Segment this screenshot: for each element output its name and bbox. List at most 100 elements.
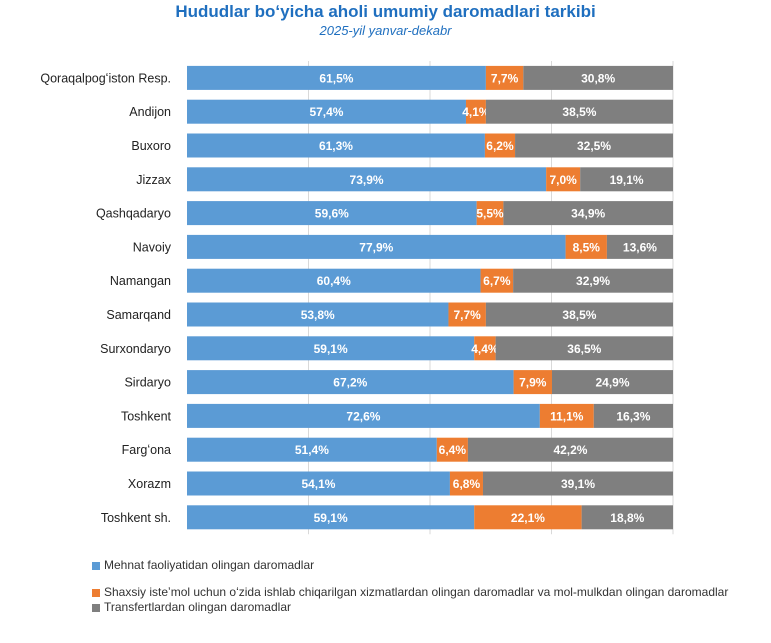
chart-subtitle: 2025-yil yanvar-dekabr (319, 23, 452, 38)
legend-item: Shaxsiy isteʼmol uchun oʻzida ishlab chi… (92, 585, 752, 600)
data-label: 77,9% (359, 240, 393, 254)
data-label: 16,3% (616, 409, 650, 423)
bar-segment (187, 167, 547, 192)
legend: Mehnat faoliyatidan olingan daromadlar Sh… (92, 558, 752, 615)
bar-segment (187, 471, 450, 496)
data-label: 7,9% (519, 376, 547, 390)
bar-segment (606, 234, 673, 259)
data-label: 13,6% (623, 240, 657, 254)
data-label: 59,1% (314, 342, 348, 356)
category-label: Navoiy (133, 240, 172, 254)
bar-segment (187, 234, 566, 259)
bar-segment (539, 403, 594, 428)
data-label: 59,1% (314, 511, 348, 525)
data-label: 7,7% (491, 71, 519, 85)
category-label: Buxoro (131, 139, 171, 153)
data-label: 6,2% (486, 139, 514, 153)
data-label: 7,0% (549, 173, 577, 187)
category-label: Toshkent sh. (101, 511, 171, 525)
category-label: Sirdaryo (124, 376, 171, 390)
category-label: Qashqadaryo (96, 207, 171, 221)
data-label: 11,1% (550, 409, 584, 423)
category-label: Fargʻona (122, 443, 171, 457)
bar-segment (515, 133, 673, 158)
data-label: 6,4% (439, 443, 467, 457)
bar-segment (187, 65, 486, 90)
bar-segment (187, 302, 449, 327)
category-label: Jizzax (136, 173, 171, 187)
legend-swatch (92, 604, 100, 612)
data-label: 5,5% (476, 207, 504, 221)
data-label: 24,9% (595, 376, 629, 390)
category-label: Andijon (129, 105, 171, 119)
bar-segment (187, 370, 514, 395)
bar-segment (449, 471, 483, 496)
data-label: 22,1% (511, 511, 545, 525)
bar-segment (485, 65, 524, 90)
bar-segment (580, 167, 673, 192)
data-label: 60,4% (317, 274, 351, 288)
bar-segment (565, 234, 607, 259)
bar-segment (187, 268, 481, 293)
legend-swatch (92, 589, 100, 597)
data-label: 34,9% (571, 207, 605, 221)
bar-segment (187, 201, 477, 226)
bar-segment (484, 133, 516, 158)
bar-segment (546, 167, 581, 192)
bar-segment (495, 336, 673, 361)
legend-item: Mehnat faoliyatidan olingan daromadlar (92, 558, 752, 573)
bar-segment (551, 370, 673, 395)
bar-segment (467, 437, 673, 462)
bar-segment (485, 99, 673, 124)
data-label: 18,8% (610, 511, 644, 525)
data-label: 19,1% (610, 173, 644, 187)
category-label: Namangan (110, 274, 171, 288)
bar-segment (187, 437, 437, 462)
bar-segment (581, 505, 673, 530)
data-label: 73,9% (350, 173, 384, 187)
category-label: Samarqand (106, 308, 171, 322)
bar-segment (187, 336, 475, 361)
data-label: 30,8% (581, 71, 615, 85)
category-label: Qoraqalpogʻiston Resp. (40, 71, 171, 85)
data-label: 6,8% (453, 477, 481, 491)
data-label: 32,9% (576, 274, 610, 288)
data-label: 38,5% (562, 308, 596, 322)
data-label: 54,1% (301, 477, 335, 491)
bar-segment (482, 471, 673, 496)
data-label: 39,1% (561, 477, 595, 491)
data-label: 61,3% (319, 139, 353, 153)
bar-segment (474, 505, 582, 530)
bar-segment (513, 370, 552, 395)
bar-segment (474, 336, 496, 361)
bar-segment (503, 201, 673, 226)
data-label: 57,4% (309, 105, 343, 119)
bar-segment (485, 302, 673, 327)
bar-segment (513, 268, 673, 293)
data-label: 59,6% (315, 207, 349, 221)
data-label: 72,6% (346, 409, 380, 423)
data-label: 36,5% (567, 342, 601, 356)
legend-swatch (92, 562, 100, 570)
legend-label: Transfertlardan olingan daromadlar (104, 600, 291, 614)
data-label: 61,5% (319, 71, 353, 85)
stacked-bar-chart: Qoraqalpogʻiston Resp. 61,5% 7,7% 30,8% Andi… (40, 61, 674, 535)
data-label: 32,5% (577, 139, 611, 153)
bar-segment (480, 268, 514, 293)
bar-segment (593, 403, 673, 428)
bar-segment (187, 99, 466, 124)
data-label: 42,2% (553, 443, 587, 457)
legend-label: Mehnat faoliyatidan olingan daromadlar (104, 558, 315, 572)
category-label: Surxondaryo (100, 342, 171, 356)
bar-segment (448, 302, 486, 327)
legend-label: Shaxsiy isteʼmol uchun oʻzida ishlab chi… (104, 585, 729, 599)
bar-segment (523, 65, 673, 90)
bar-segment (465, 99, 486, 124)
data-label: 7,7% (453, 308, 481, 322)
category-label: Toshkent (121, 409, 172, 423)
data-label: 4,4% (471, 342, 499, 356)
data-label: 38,5% (562, 105, 596, 119)
data-label: 51,4% (295, 443, 329, 457)
bar-segment (187, 505, 475, 530)
bar-segment (476, 201, 504, 226)
